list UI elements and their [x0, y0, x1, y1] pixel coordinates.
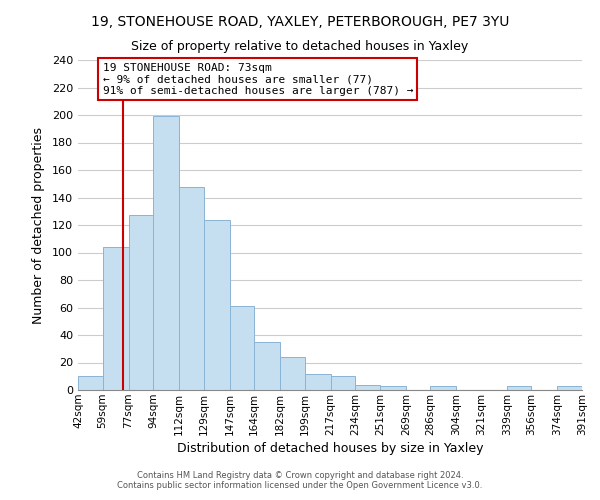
Text: Contains HM Land Registry data © Crown copyright and database right 2024.
Contai: Contains HM Land Registry data © Crown c… — [118, 470, 482, 490]
Bar — [254, 342, 280, 390]
Bar — [507, 386, 532, 390]
Bar — [430, 386, 457, 390]
Bar — [128, 216, 153, 390]
Bar — [179, 186, 203, 390]
Text: Size of property relative to detached houses in Yaxley: Size of property relative to detached ho… — [131, 40, 469, 53]
Bar — [557, 386, 582, 390]
Bar — [280, 357, 305, 390]
Y-axis label: Number of detached properties: Number of detached properties — [32, 126, 45, 324]
Bar — [355, 384, 380, 390]
Bar — [203, 220, 230, 390]
Bar — [103, 247, 128, 390]
Bar — [305, 374, 331, 390]
X-axis label: Distribution of detached houses by size in Yaxley: Distribution of detached houses by size … — [177, 442, 483, 455]
Bar — [331, 376, 355, 390]
Bar — [380, 386, 406, 390]
Text: 19, STONEHOUSE ROAD, YAXLEY, PETERBOROUGH, PE7 3YU: 19, STONEHOUSE ROAD, YAXLEY, PETERBOROUG… — [91, 15, 509, 29]
Bar — [230, 306, 254, 390]
Text: 19 STONEHOUSE ROAD: 73sqm
← 9% of detached houses are smaller (77)
91% of semi-d: 19 STONEHOUSE ROAD: 73sqm ← 9% of detach… — [103, 62, 413, 96]
Bar — [153, 116, 179, 390]
Bar — [78, 376, 103, 390]
